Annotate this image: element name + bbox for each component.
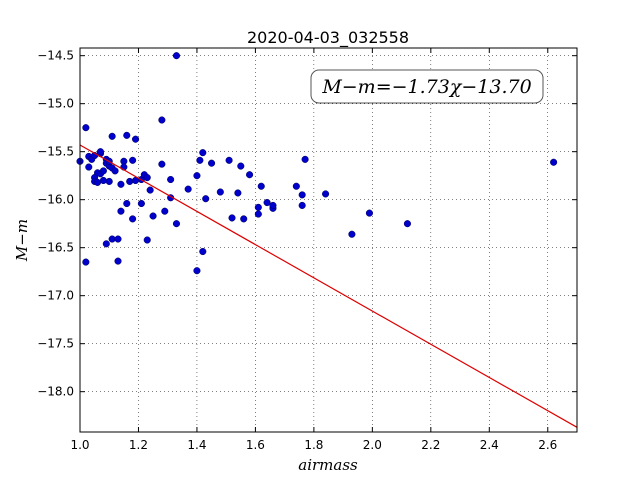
- data-point: [167, 175, 175, 184]
- x-tick-label: 1.6: [246, 438, 265, 452]
- y-tick-label: −16.0: [37, 193, 74, 207]
- data-point: [158, 160, 166, 168]
- data-point: [193, 267, 201, 275]
- data-point: [161, 207, 169, 215]
- data-point: [172, 52, 181, 60]
- data-point: [301, 155, 309, 163]
- data-point: [199, 247, 207, 256]
- data-point: [146, 186, 154, 194]
- fit-line-group: [79, 144, 578, 428]
- x-tick-label: 1.0: [70, 438, 89, 452]
- data-point: [123, 199, 131, 208]
- data-point: [149, 212, 157, 220]
- data-point: [237, 162, 245, 170]
- data-point: [240, 215, 248, 223]
- data-point: [322, 190, 330, 198]
- data-point: [158, 116, 166, 124]
- data-point: [129, 215, 137, 223]
- data-point: [202, 195, 210, 203]
- axis-ticks: 1.0 1.2 1.4 1.6 1.8 2.0 2.2 2.4 2.6 −14.5 −15.0 −15…: [37, 48, 577, 452]
- data-point: [208, 159, 216, 167]
- data-point: [199, 149, 207, 157]
- annotation-box: M−m=−1.73χ−13.70: [310, 69, 544, 104]
- data-point: [96, 148, 105, 156]
- x-tick-label: 2.2: [421, 438, 440, 452]
- data-point: [117, 207, 125, 215]
- data-point: [82, 258, 90, 266]
- data-point: [257, 182, 265, 190]
- data-point: [298, 191, 306, 199]
- data-point: [137, 199, 145, 208]
- data-point: [550, 158, 558, 166]
- data-point: [254, 210, 262, 218]
- data-point: [216, 188, 224, 196]
- y-tick-label: −17.5: [37, 337, 74, 351]
- y-tick-label: −15.5: [37, 145, 74, 159]
- y-tick-label: −17.0: [37, 289, 74, 303]
- data-point: [105, 177, 113, 185]
- data-point: [254, 203, 262, 211]
- data-point: [246, 171, 254, 179]
- data-point: [117, 180, 125, 188]
- annotation-frame: [310, 69, 544, 104]
- data-point: [365, 209, 373, 217]
- x-tick-label: 1.2: [129, 438, 148, 452]
- data-point: [298, 201, 306, 209]
- data-point: [111, 167, 119, 175]
- data-point: [108, 132, 116, 140]
- data-point: [99, 167, 107, 175]
- data-point: [93, 178, 102, 186]
- data-point: [269, 201, 277, 209]
- data-point: [126, 177, 134, 185]
- data-point: [193, 172, 201, 180]
- data-point: [129, 156, 137, 164]
- x-axis-label: airmass: [298, 456, 358, 474]
- fit-equation: M−m=−1.73χ−13.70: [321, 76, 531, 98]
- data-point: [143, 174, 151, 182]
- x-tick-label: 2.6: [538, 438, 557, 452]
- data-point: [172, 220, 181, 228]
- y-tick-label: −14.5: [37, 49, 74, 63]
- data-point: [143, 236, 151, 244]
- data-points: [76, 52, 558, 275]
- data-point: [99, 176, 107, 185]
- x-tick-label: 2.4: [480, 438, 499, 452]
- data-point: [196, 156, 204, 164]
- data-point: [403, 220, 411, 228]
- data-point: [263, 199, 271, 207]
- y-tick-label: −16.5: [37, 241, 74, 255]
- x-tick-label: 1.4: [187, 438, 206, 452]
- chart-title: 2020-04-03_032558: [247, 28, 409, 48]
- x-tick-label: 2.0: [363, 438, 382, 452]
- plot-frame: [79, 47, 578, 433]
- data-point: [228, 214, 236, 222]
- data-point: [85, 163, 93, 171]
- data-point: [102, 240, 110, 248]
- grid-lines: [79, 48, 577, 432]
- fit-line: [79, 144, 578, 428]
- data-point: [348, 230, 356, 238]
- data-point: [114, 257, 122, 265]
- data-point: [234, 189, 242, 197]
- data-point: [292, 182, 300, 190]
- data-point: [184, 185, 192, 193]
- y-tick-label: −18.0: [37, 385, 74, 399]
- data-point: [123, 131, 131, 139]
- data-point: [114, 235, 122, 243]
- data-point: [131, 135, 140, 143]
- x-tick-label: 1.8: [304, 438, 323, 452]
- y-tick-label: −15.0: [37, 97, 74, 111]
- data-point: [225, 156, 233, 164]
- data-point: [82, 124, 90, 132]
- y-axis-label: M−m: [13, 219, 31, 262]
